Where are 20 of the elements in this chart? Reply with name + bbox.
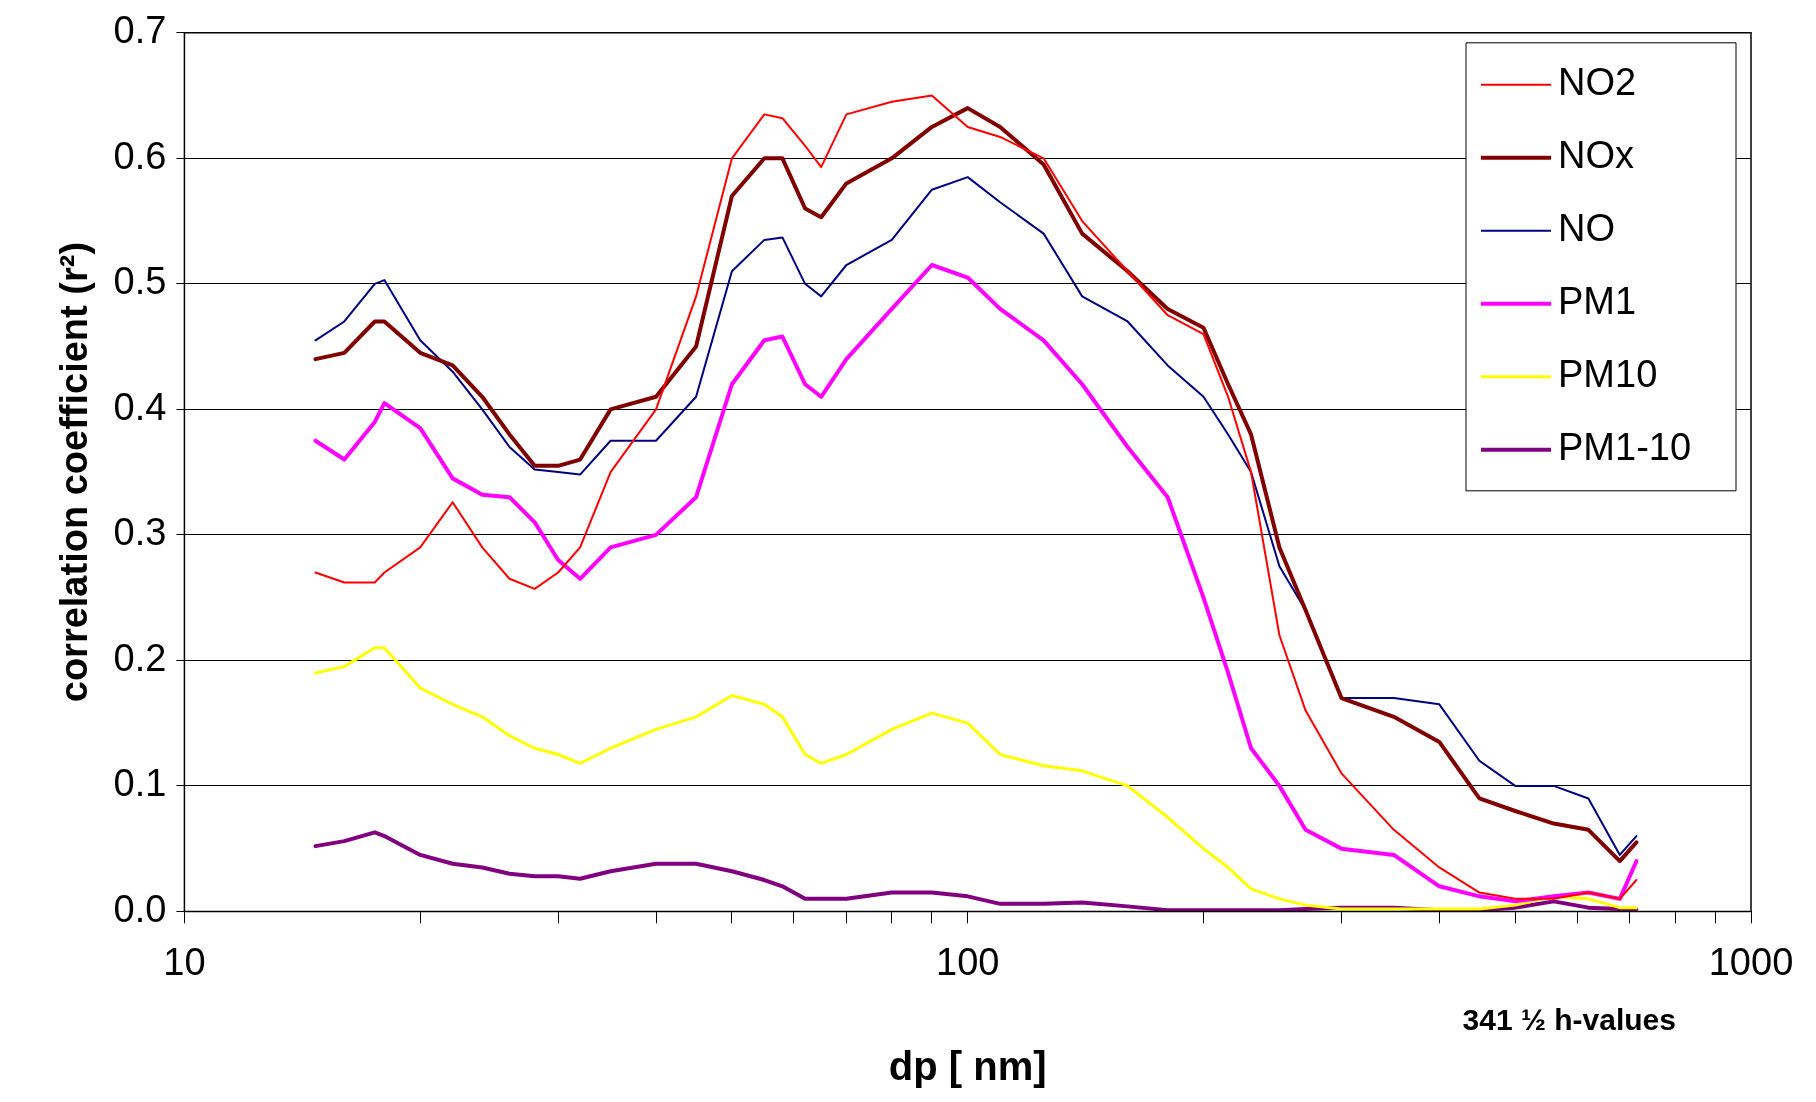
x-tick-label: 100: [936, 940, 1000, 983]
y-tick-label: 0.7: [113, 9, 167, 52]
x-tick-label: 10: [163, 940, 206, 983]
legend-label: PM1-10: [1558, 426, 1692, 469]
legend-label: NOx: [1558, 134, 1634, 177]
x-axis-title: dp [ nm]: [888, 1044, 1047, 1089]
y-tick-label: 0.4: [113, 385, 167, 428]
legend-label: PM10: [1558, 353, 1658, 396]
y-tick-label: 0.6: [113, 134, 167, 177]
legend-label: NO: [1558, 207, 1615, 250]
text: 341 ½ h-values: [1462, 1002, 1676, 1036]
legend-label: PM1: [1558, 280, 1637, 323]
x-tick-label: 1000: [1708, 940, 1794, 983]
y-tick-label: 0.0: [113, 887, 167, 930]
y-tick-label: 0.5: [113, 260, 167, 303]
y-axis-title: correlation coefficient (r²): [53, 241, 96, 703]
y-tick-label: 0.1: [113, 762, 167, 805]
y-tick-label: 0.2: [113, 636, 167, 679]
legend-label: NO2: [1558, 61, 1637, 104]
y-tick-label: 0.3: [113, 511, 167, 554]
